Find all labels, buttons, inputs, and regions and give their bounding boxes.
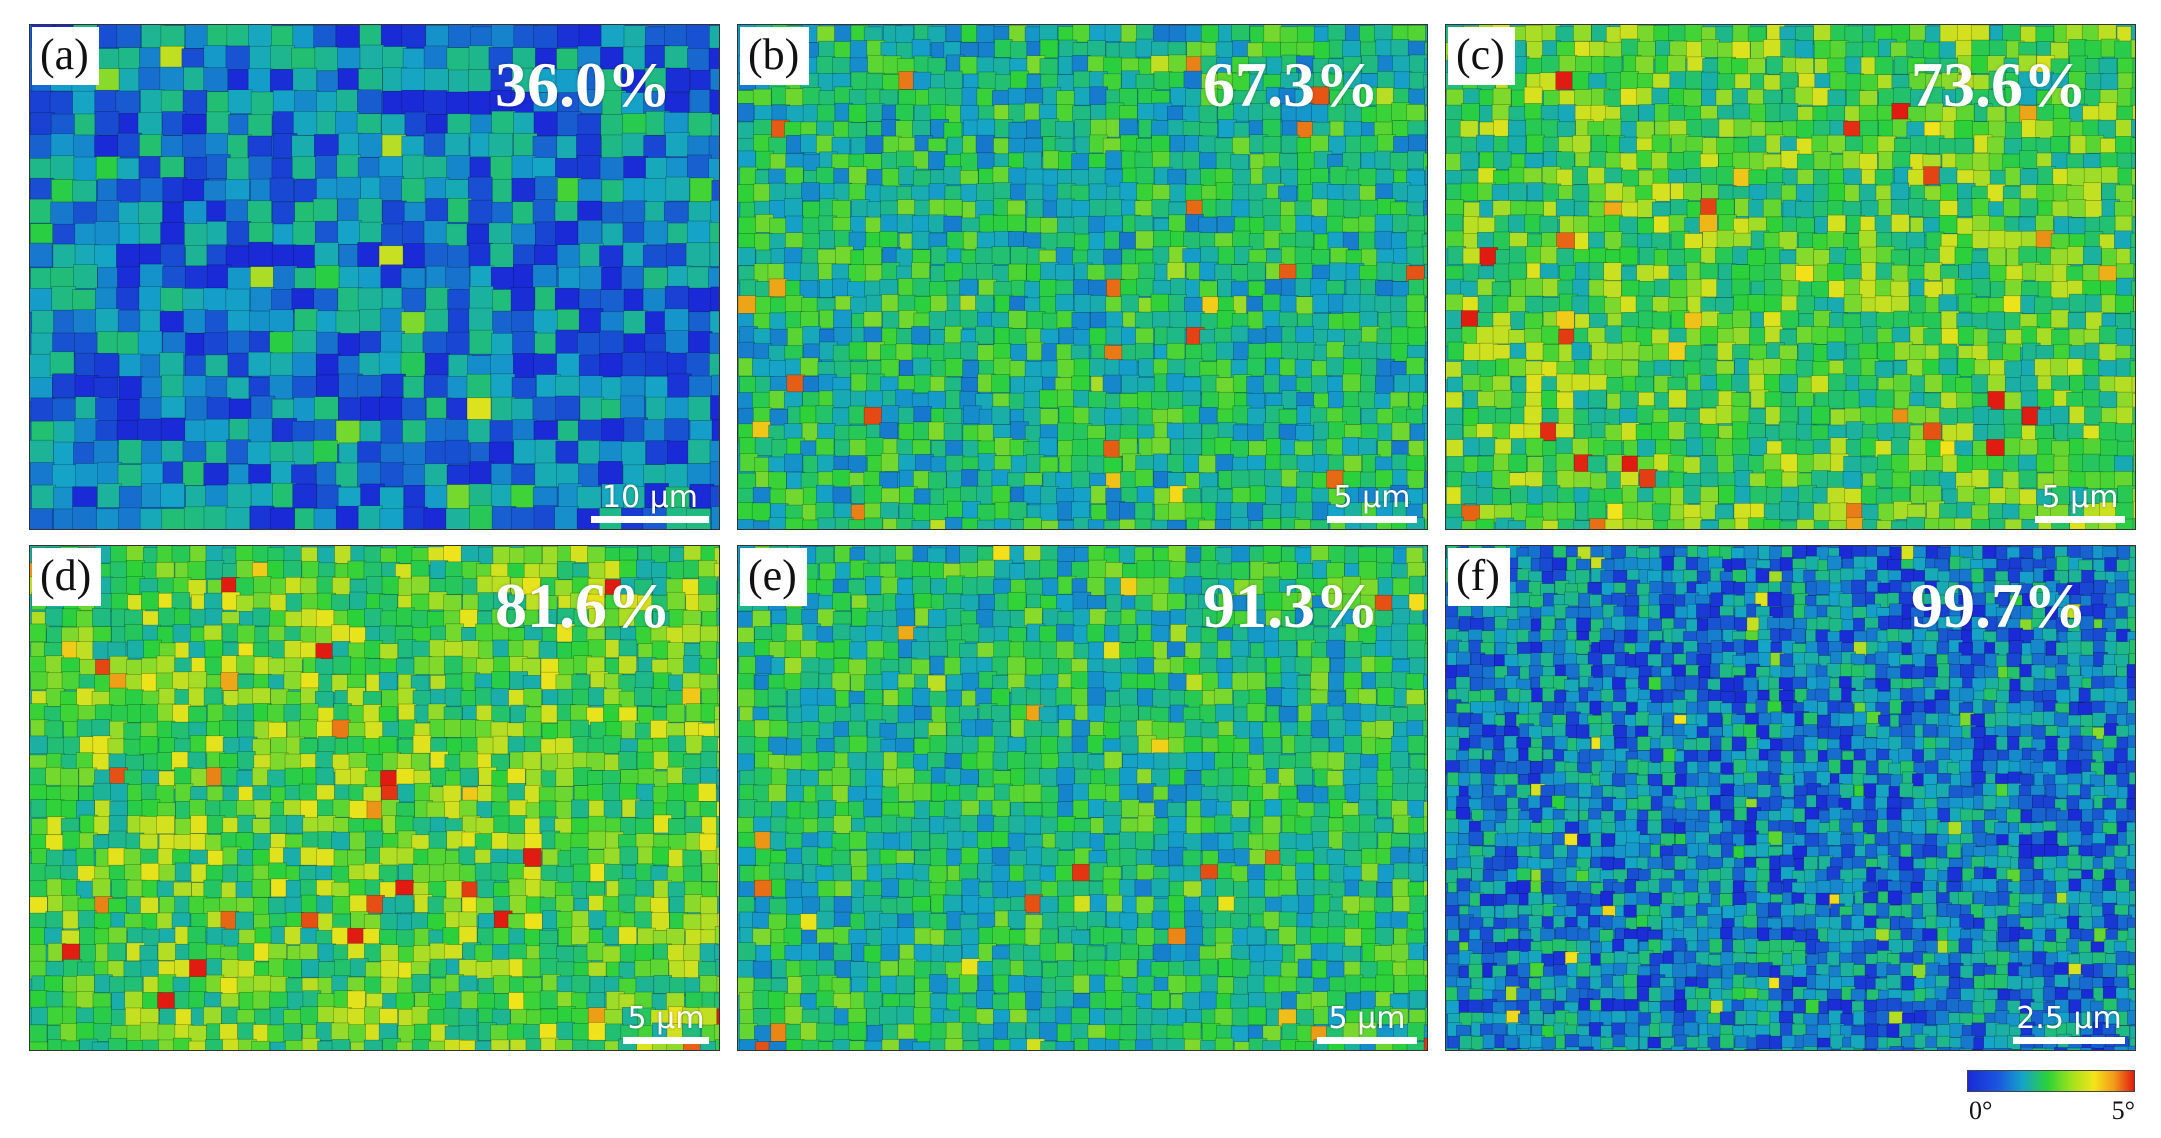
scale-bar-line bbox=[623, 1037, 709, 1044]
scale-bar-label: 5 µm bbox=[1333, 480, 1411, 515]
percentage-label: 67.3% bbox=[1203, 49, 1379, 120]
kam-map-image bbox=[738, 546, 1427, 1050]
percentage-label: 99.7% bbox=[1911, 570, 2087, 641]
scale-bar-label: 5 µm bbox=[2041, 480, 2119, 515]
colorbar-max-label: 5° bbox=[2111, 1096, 2135, 1125]
kam-map-image bbox=[30, 546, 719, 1050]
scale-bar-label: 5 µm bbox=[1328, 1001, 1406, 1036]
scale-bar: 5 µm bbox=[2035, 483, 2125, 523]
scale-bar: 5 µm bbox=[623, 1004, 709, 1044]
panel-label: (d) bbox=[32, 548, 102, 606]
scale-bar-label: 2.5 µm bbox=[2016, 1001, 2122, 1036]
map-panel-e: (e) 91.3% 5 µm bbox=[737, 545, 1428, 1051]
kam-map-image bbox=[1446, 546, 2135, 1050]
panel-label: (a) bbox=[32, 27, 99, 85]
percentage-label: 91.3% bbox=[1203, 570, 1379, 641]
panel-label: (c) bbox=[1448, 27, 1515, 85]
percentage-label: 81.6% bbox=[495, 570, 671, 641]
percentage-label: 73.6% bbox=[1911, 49, 2087, 120]
scale-bar: 10 µm bbox=[591, 483, 709, 523]
kam-map-image bbox=[1446, 25, 2135, 529]
map-panel-f: (f) 99.7% 2.5 µm bbox=[1445, 545, 2136, 1051]
panel-label: (f) bbox=[1448, 548, 1510, 606]
kam-map-image bbox=[30, 25, 719, 529]
scale-bar: 5 µm bbox=[1327, 483, 1417, 523]
map-panel-c: (c) 73.6% 5 µm bbox=[1445, 24, 2136, 530]
colorbar-legend: 0° 5° bbox=[1967, 1070, 2135, 1128]
scale-bar-line bbox=[2013, 1037, 2125, 1044]
scale-bar-line bbox=[1327, 516, 1417, 523]
scale-bar-label: 10 µm bbox=[601, 480, 699, 515]
map-panel-a: (a) 36.0% 10 µm bbox=[29, 24, 720, 530]
colorbar-gradient bbox=[1967, 1070, 2135, 1092]
scale-bar-line bbox=[591, 516, 709, 523]
scale-bar-label: 5 µm bbox=[627, 1001, 705, 1036]
panel-label: (e) bbox=[740, 548, 807, 606]
map-panel-d: (d) 81.6% 5 µm bbox=[29, 545, 720, 1051]
scale-bar-line bbox=[1317, 1037, 1417, 1044]
map-panel-b: (b) 67.3% 5 µm bbox=[737, 24, 1428, 530]
percentage-label: 36.0% bbox=[495, 49, 671, 120]
colorbar-min-label: 0° bbox=[1969, 1096, 1993, 1125]
panel-label: (b) bbox=[740, 27, 810, 85]
scale-bar: 2.5 µm bbox=[2013, 1004, 2125, 1044]
kam-map-image bbox=[738, 25, 1427, 529]
scale-bar: 5 µm bbox=[1317, 1004, 1417, 1044]
scale-bar-line bbox=[2035, 516, 2125, 523]
